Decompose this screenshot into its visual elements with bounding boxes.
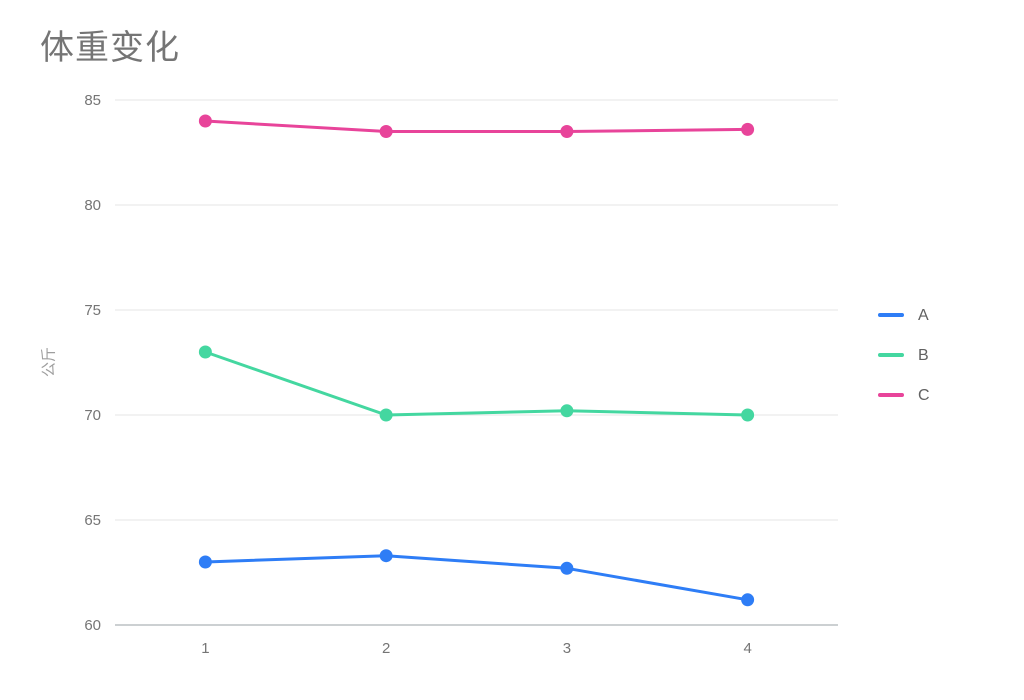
data-point-C-3 bbox=[560, 125, 574, 138]
legend-item-B[interactable]: B bbox=[878, 347, 929, 364]
data-point-A-4 bbox=[741, 593, 755, 607]
y-tick-label: 75 bbox=[84, 302, 101, 319]
y-tick-label: 70 bbox=[84, 407, 101, 424]
data-point-B-4 bbox=[741, 408, 755, 422]
legend-item-A[interactable]: A bbox=[878, 307, 929, 324]
data-point-B-2 bbox=[379, 408, 393, 422]
y-tick-label: 80 bbox=[84, 197, 101, 214]
series-line-B bbox=[203, 350, 750, 417]
y-tick-label: 85 bbox=[84, 92, 101, 109]
legend-label-A: A bbox=[918, 307, 929, 324]
x-tick-label: 4 bbox=[743, 640, 751, 657]
y-tick-label: 60 bbox=[84, 617, 101, 634]
data-point-C-2 bbox=[379, 125, 393, 138]
data-point-A-1 bbox=[198, 555, 212, 569]
x-tick-label: 3 bbox=[563, 640, 571, 657]
legend-label-C: C bbox=[918, 387, 930, 404]
data-point-B-3 bbox=[560, 404, 574, 418]
series-line-C bbox=[203, 119, 750, 133]
chart-title: 体重变化 bbox=[40, 29, 180, 67]
x-tick-label: 1 bbox=[201, 640, 209, 657]
y-axis-label: 公斤 bbox=[40, 346, 58, 378]
x-tick-label: 2 bbox=[382, 640, 390, 657]
y-tick-label: 65 bbox=[84, 512, 101, 529]
series-line-A bbox=[203, 554, 750, 602]
data-point-A-2 bbox=[379, 549, 393, 563]
legend-item-C[interactable]: C bbox=[878, 387, 930, 404]
data-point-A-3 bbox=[560, 561, 574, 575]
data-point-C-4 bbox=[741, 122, 755, 136]
data-point-C-1 bbox=[198, 114, 212, 128]
legend-label-B: B bbox=[918, 347, 929, 364]
data-point-B-1 bbox=[198, 345, 212, 359]
